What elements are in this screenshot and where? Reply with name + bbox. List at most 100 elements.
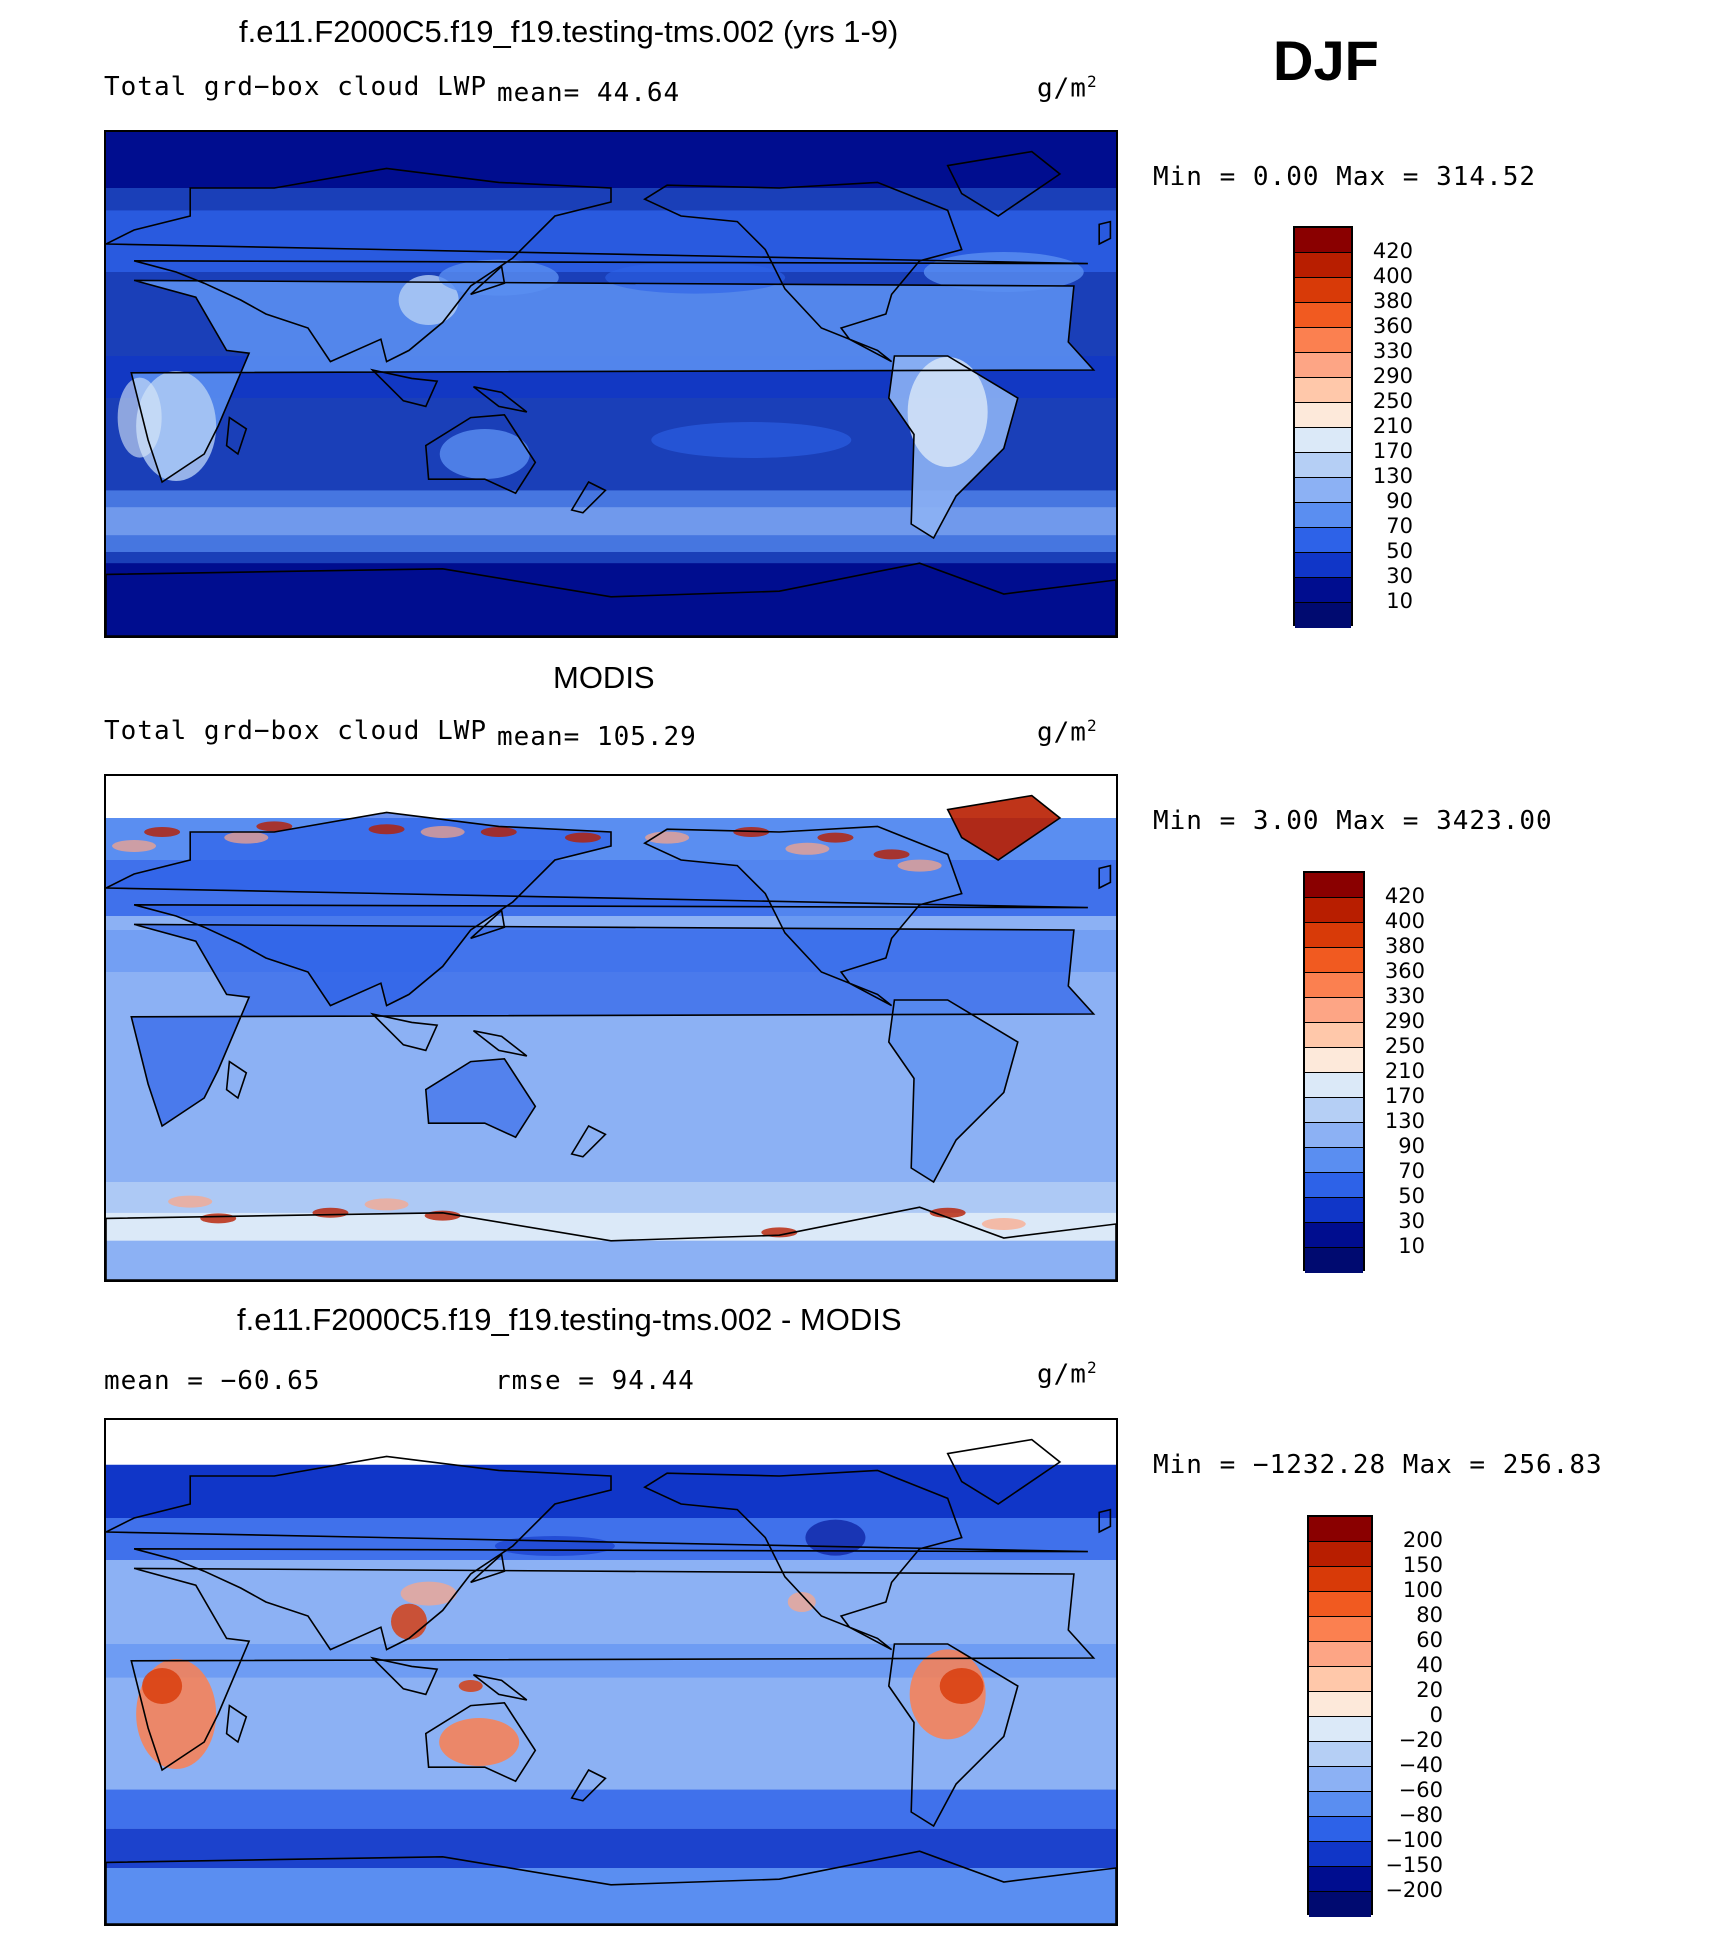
colorbar-segment (1305, 898, 1363, 923)
contour-region (142, 1668, 183, 1704)
contour-band (106, 132, 1116, 188)
coastline (946, 794, 1062, 861)
colorbar-segment (1309, 1667, 1371, 1692)
panel-obs-title: MODIS (553, 660, 655, 695)
colorbar-segment (1295, 228, 1351, 253)
coastline (570, 480, 607, 514)
colorbar-segment (1305, 1148, 1363, 1173)
coastline (643, 825, 963, 1007)
contour-region (480, 827, 517, 837)
colorbar-tick-label: −60 (1398, 1778, 1443, 1802)
colorbar-segment (1305, 923, 1363, 948)
contour-region (897, 859, 942, 872)
panel-obs-mean-label: mean= 105.29 (497, 722, 697, 752)
panel-model-mean-label: mean= 44.64 (497, 78, 681, 108)
panel-obs-colorbar-labels: 420 400 380 360 330 290 250 210 170 130 90 70 50 30 10 (1365, 871, 1425, 1271)
colorbar-tick-label: 10 (1386, 589, 1413, 613)
contour-band (106, 1518, 1116, 1560)
contour-region (458, 1680, 483, 1692)
contour-region (168, 1195, 213, 1208)
panel-model-colorbar (1293, 226, 1353, 628)
colorbar-tick-label: 0 (1429, 1703, 1443, 1727)
colorbar-segment (1305, 1048, 1363, 1073)
colorbar-tick-label: 380 (1384, 934, 1425, 958)
coastline (370, 1656, 439, 1696)
colorbar-tick-label: 70 (1386, 514, 1413, 538)
colorbar-segment (1305, 1223, 1363, 1248)
land-fill (425, 1058, 536, 1138)
coastline (424, 1057, 537, 1139)
coastline (225, 1704, 248, 1744)
colorbar-tick-label: 360 (1372, 314, 1413, 338)
contour-region (224, 831, 269, 844)
map-canvas (106, 776, 1116, 1280)
coastline (1098, 864, 1112, 890)
colorbar-segment (1305, 1098, 1363, 1123)
contour-band (106, 507, 1116, 536)
contour-band (106, 1868, 1116, 1924)
coastline (424, 1701, 537, 1783)
colorbar-segment (1295, 303, 1351, 328)
coastline (225, 416, 248, 456)
contour-region (117, 377, 162, 458)
colorbar-segment (1305, 1173, 1363, 1198)
coastline (470, 1552, 506, 1584)
panel-model-units: g/m2 (1037, 72, 1098, 104)
panel-diff-units: g/m2 (1037, 1358, 1098, 1390)
colorbar-segment (1305, 948, 1363, 973)
contour-region (605, 261, 786, 294)
colorbar-segment (1309, 1842, 1371, 1867)
colorbar-tick-label: 400 (1384, 909, 1425, 933)
colorbar-tick-label: −100 (1385, 1828, 1443, 1852)
colorbar-segment (1295, 578, 1351, 603)
coastline (370, 368, 439, 408)
colorbar-segment (1309, 1567, 1371, 1592)
colorbar-segment (1295, 428, 1351, 453)
coastline (470, 264, 506, 296)
colorbar-segment (1295, 378, 1351, 403)
contour-region (312, 1207, 349, 1218)
contour-region (645, 831, 690, 844)
colorbar-segment (1305, 973, 1363, 998)
colorbar-segment (1305, 873, 1363, 898)
contour-region (817, 832, 854, 843)
colorbar-tick-label: 70 (1398, 1159, 1425, 1183)
colorbar-tick-label: 90 (1386, 489, 1413, 513)
contour-region (939, 1668, 984, 1704)
panel-model-colorbar-labels: 420 400 380 360 330 290 250 210 170 130 90 70 50 30 10 (1353, 226, 1413, 626)
contour-region (256, 821, 293, 832)
colorbar-tick-label: −200 (1385, 1878, 1443, 1902)
colorbar-segment (1295, 403, 1351, 428)
coastline (106, 167, 1088, 363)
colorbar-tick-label: 330 (1384, 984, 1425, 1008)
panel-diff-minmax: Min = −1232.28 Max = 256.83 (1153, 1450, 1603, 1480)
coastline (473, 386, 528, 413)
colorbar-tick-label: 420 (1384, 884, 1425, 908)
colorbar-segment (1295, 453, 1351, 478)
colorbar-segment (1305, 1248, 1363, 1273)
colorbar-segment (1295, 528, 1351, 553)
colorbar-segment (1309, 1592, 1371, 1617)
coastline (1098, 220, 1112, 246)
colorbar-tick-label: 360 (1384, 959, 1425, 983)
panel-model-title: f.e11.F2000C5.f19_f19.testing-tms.002 (y… (239, 14, 899, 49)
contour-region (400, 1581, 457, 1606)
panel-diff-map (104, 1418, 1118, 1926)
colorbar-tick-label: 290 (1384, 1009, 1425, 1033)
contour-region (368, 824, 405, 835)
panel-obs-variable-label: Total grd−box cloud LWP (104, 716, 488, 746)
contour-band (106, 1464, 1116, 1518)
colorbar-tick-label: 420 (1372, 239, 1413, 263)
colorbar-segment (1295, 328, 1351, 353)
colorbar-tick-label: 210 (1372, 414, 1413, 438)
coastline (225, 1060, 248, 1100)
colorbar-segment (1309, 1767, 1371, 1792)
coastline (106, 1455, 1088, 1651)
contour-region (112, 840, 157, 852)
contour-region (439, 1718, 520, 1766)
colorbar-segment (1295, 253, 1351, 278)
coastline (473, 1674, 528, 1701)
panel-diff-mean-label: mean = −60.65 (104, 1366, 321, 1396)
coastline (570, 1768, 607, 1802)
coastline (106, 1206, 1116, 1280)
